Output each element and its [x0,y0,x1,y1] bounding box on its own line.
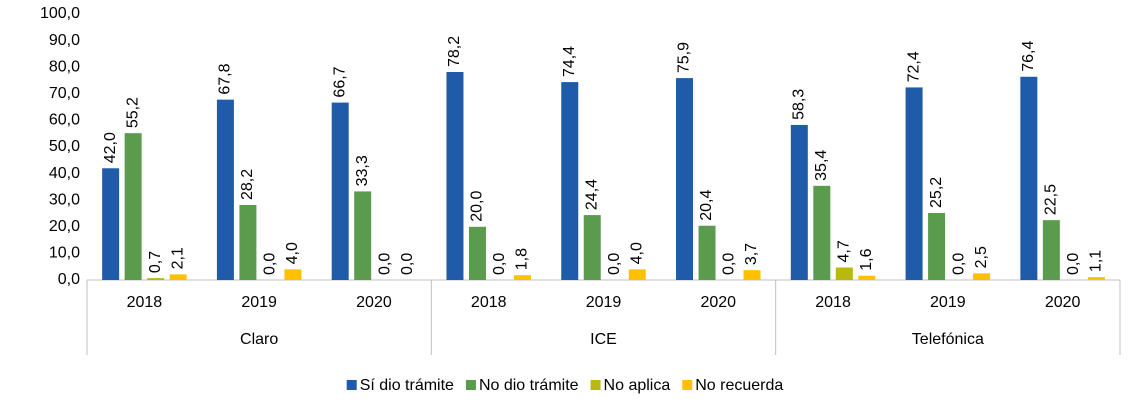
value-label: 55,2 [124,97,141,128]
bar [468,226,486,280]
x-tick-label: 2019 [241,294,277,311]
value-label: 1,1 [1088,250,1105,272]
x-tick-label: 2018 [815,294,851,311]
value-label: 35,4 [813,150,830,181]
legend-swatch [465,380,476,390]
y-tick-label: 70,0 [49,85,80,102]
group-label: Telefónica [912,331,984,348]
group-label: ICE [590,331,617,348]
bar [354,191,372,280]
bar [1020,76,1038,280]
value-label: 0,0 [721,253,738,275]
bar [147,278,165,280]
value-label: 67,8 [217,63,234,94]
bar [835,267,853,280]
value-label: 74,4 [561,46,578,77]
legend-swatch [346,380,357,390]
bar [583,215,601,280]
bar [561,82,579,280]
value-label: 42,0 [102,132,119,163]
bar [513,275,531,280]
y-tick-label: 50,0 [49,138,80,155]
bar [858,275,876,280]
x-tick-label: 2020 [356,294,392,311]
value-label: 4,0 [628,242,645,264]
value-label: 76,4 [1020,41,1037,72]
bar [698,225,716,280]
x-tick-label: 2020 [700,294,736,311]
bar [676,78,694,280]
bar [446,71,464,280]
bar [973,273,991,280]
value-label: 0,0 [491,253,508,275]
value-label: 0,0 [376,253,393,275]
value-label: 0,0 [606,253,623,275]
bar [239,204,257,280]
value-label: 2,1 [169,247,186,269]
bar [628,269,646,280]
group-label: Claro [240,331,278,348]
legend-label: No recuerda [695,377,783,394]
value-label: 0,0 [1065,253,1082,275]
y-tick-label: 80,0 [49,58,80,75]
x-tick-label: 2018 [127,294,163,311]
value-label: 33,3 [354,155,371,186]
value-label: 0,0 [399,253,416,275]
bar [124,133,142,280]
y-tick-label: 100,0 [40,5,80,22]
legend-swatch [590,380,601,390]
value-label: 58,3 [791,89,808,120]
value-label: 1,6 [858,248,875,270]
legend-label: Sí dio trámite [360,377,454,394]
bar [790,124,808,280]
bar [1042,220,1060,280]
value-label: 78,2 [446,36,463,67]
value-label: 3,7 [743,243,760,265]
value-label: 20,4 [698,189,715,220]
legend-label: No aplica [604,377,671,394]
bar [743,270,761,280]
value-label: 28,2 [239,169,256,200]
bar [216,99,234,280]
bar [813,185,831,280]
value-label: 24,4 [583,179,600,210]
x-tick-label: 2019 [930,294,966,311]
y-tick-label: 30,0 [49,191,80,208]
bar [102,168,120,280]
x-tick-label: 2020 [1045,294,1081,311]
value-label: 0,7 [147,251,164,273]
legend-label: No dio trámite [479,377,579,394]
bar [331,102,349,280]
bar [284,269,302,280]
value-label: 0,0 [262,253,279,275]
value-label: 66,7 [331,66,348,97]
bar [169,274,187,280]
bar [1087,277,1105,280]
y-tick-label: 0,0 [58,271,80,288]
value-label: 22,5 [1043,184,1060,215]
value-label: 72,4 [905,51,922,82]
value-label: 2,5 [973,246,990,268]
y-tick-label: 40,0 [49,165,80,182]
value-label: 4,7 [836,240,853,262]
value-label: 20,0 [469,191,486,222]
value-label: 1,8 [514,248,531,270]
x-tick-label: 2018 [471,294,507,311]
x-tick-label: 2019 [586,294,622,311]
y-tick-label: 20,0 [49,218,80,235]
y-tick-label: 10,0 [49,245,80,262]
y-tick-label: 90,0 [49,32,80,49]
bar [905,87,923,280]
legend-swatch [682,380,693,390]
y-tick-label: 60,0 [49,112,80,129]
value-label: 75,9 [676,42,693,73]
value-label: 4,0 [284,242,301,264]
bar [928,212,946,280]
value-label: 25,2 [928,177,945,208]
value-label: 0,0 [950,253,967,275]
